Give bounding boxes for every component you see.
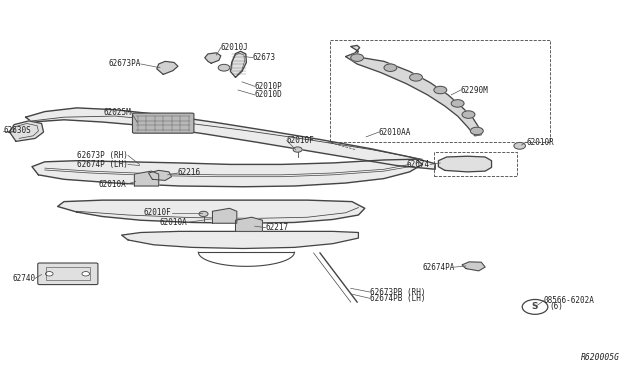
Circle shape	[199, 211, 208, 217]
Polygon shape	[212, 208, 237, 223]
Polygon shape	[236, 217, 262, 231]
Text: 62216: 62216	[178, 169, 201, 177]
Text: R620005G: R620005G	[580, 353, 620, 362]
Text: 62673PB (RH): 62673PB (RH)	[370, 288, 426, 296]
FancyBboxPatch shape	[38, 263, 98, 285]
Circle shape	[351, 54, 364, 61]
FancyBboxPatch shape	[132, 113, 194, 133]
Polygon shape	[462, 262, 485, 271]
Polygon shape	[230, 51, 246, 77]
Circle shape	[218, 64, 230, 71]
Text: 62740: 62740	[12, 274, 35, 283]
Circle shape	[434, 86, 447, 94]
Circle shape	[522, 299, 548, 314]
Text: 62010F: 62010F	[287, 136, 314, 145]
Circle shape	[45, 272, 53, 276]
Polygon shape	[26, 108, 435, 169]
Polygon shape	[438, 156, 492, 172]
Text: 62674PB (LH): 62674PB (LH)	[370, 294, 426, 303]
Polygon shape	[148, 170, 172, 180]
Text: 62010D: 62010D	[255, 90, 282, 99]
Text: 62010R: 62010R	[526, 138, 554, 147]
Bar	[46, 267, 90, 280]
Circle shape	[384, 64, 397, 71]
Text: 62674P (LH): 62674P (LH)	[77, 160, 128, 169]
Text: 62010P: 62010P	[255, 82, 282, 91]
Text: 08566-6202A: 08566-6202A	[544, 296, 595, 305]
Text: 62673P (RH): 62673P (RH)	[77, 151, 128, 160]
Text: 62674: 62674	[407, 160, 430, 169]
Polygon shape	[205, 53, 221, 63]
Circle shape	[82, 272, 90, 276]
Polygon shape	[10, 121, 44, 141]
Text: 62630S: 62630S	[3, 126, 31, 135]
Text: 62010AA: 62010AA	[379, 128, 412, 137]
Circle shape	[451, 100, 464, 107]
Text: 62674PA: 62674PA	[422, 263, 454, 272]
Text: 62217: 62217	[266, 223, 289, 232]
Text: 62010J: 62010J	[221, 43, 248, 52]
Text: 62010F: 62010F	[144, 208, 172, 217]
Polygon shape	[134, 171, 159, 186]
Circle shape	[462, 111, 475, 118]
Text: 62290M: 62290M	[461, 86, 488, 94]
Polygon shape	[122, 231, 358, 248]
Text: 62673: 62673	[253, 53, 276, 62]
Circle shape	[514, 142, 525, 149]
Polygon shape	[157, 61, 178, 74]
Circle shape	[410, 74, 422, 81]
Text: 62025M: 62025M	[104, 108, 131, 117]
Text: (6): (6)	[549, 302, 563, 311]
Text: S: S	[532, 302, 538, 311]
Text: 62010A: 62010A	[159, 218, 187, 227]
Circle shape	[470, 127, 483, 135]
Polygon shape	[32, 159, 422, 187]
Polygon shape	[58, 200, 365, 223]
Polygon shape	[346, 45, 481, 136]
Text: 62673PA: 62673PA	[108, 60, 141, 68]
Circle shape	[293, 147, 302, 152]
Text: 62010A: 62010A	[99, 180, 127, 189]
